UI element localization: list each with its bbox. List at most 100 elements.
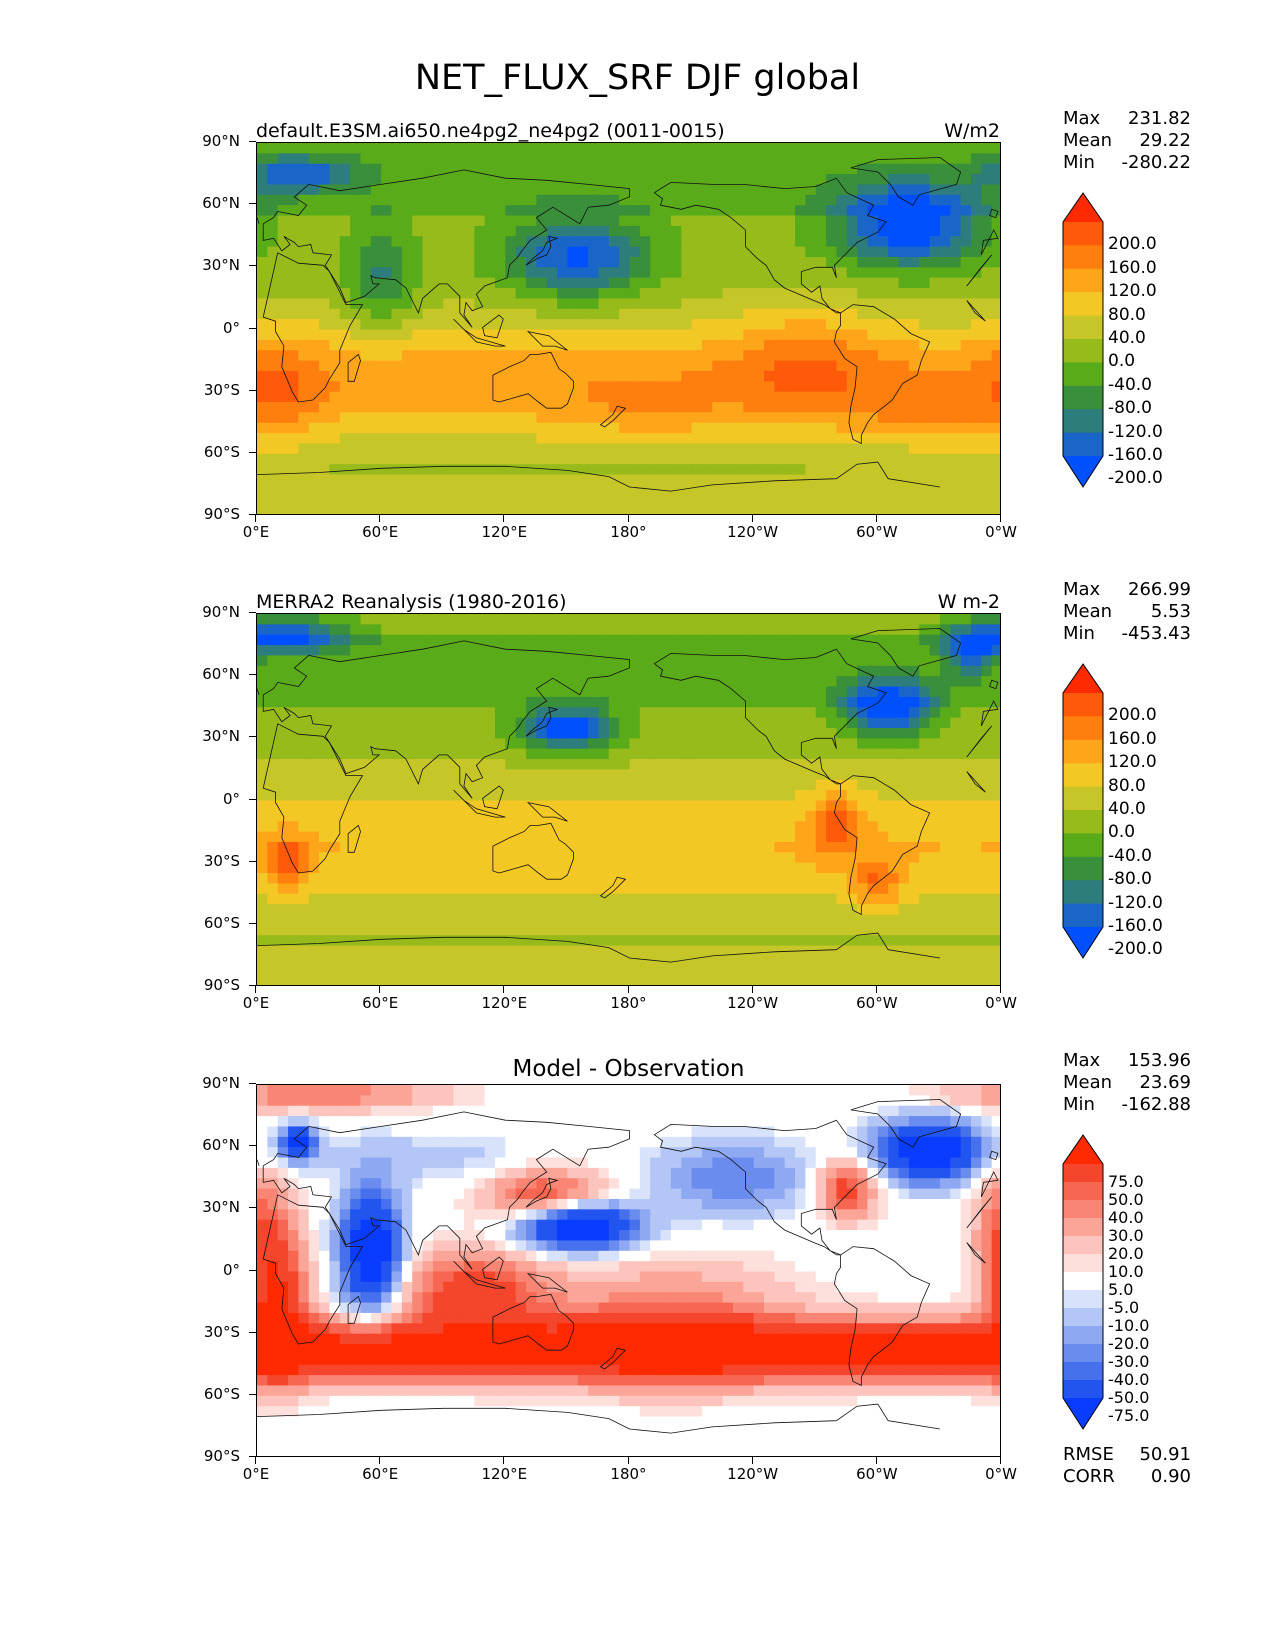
field-cell [515, 277, 527, 289]
field-cell [577, 717, 589, 729]
field-cell [319, 484, 331, 496]
field-cell [381, 779, 393, 791]
field-cell [660, 412, 672, 424]
field-cell [857, 360, 869, 372]
field-cell [474, 163, 486, 175]
field-cell [764, 779, 775, 791]
field-cell [484, 759, 496, 771]
field-cell [381, 153, 393, 165]
field-cell [950, 225, 962, 237]
field-cell [588, 738, 600, 750]
field-cell [857, 696, 869, 708]
field-cell [857, 267, 869, 279]
field-cell [639, 422, 651, 434]
field-cell [743, 194, 755, 206]
field-cell [795, 391, 807, 403]
field-cell [712, 308, 724, 320]
field-cell [308, 810, 320, 822]
field-cell [474, 495, 486, 507]
field-cell [360, 707, 372, 719]
field-cell [422, 298, 434, 310]
field-cell [422, 443, 434, 455]
field-cell [701, 381, 713, 393]
field-cell [577, 748, 589, 760]
field-cell [494, 935, 506, 947]
field-cell [577, 360, 589, 372]
field-cell [463, 370, 475, 382]
field-cell [484, 153, 496, 165]
field-cell [598, 205, 610, 217]
field-cell [722, 391, 734, 403]
field-cell [857, 759, 869, 771]
field-cell [339, 634, 351, 646]
field-cell [422, 841, 434, 853]
field-cell [453, 727, 465, 739]
field-cell [443, 873, 455, 884]
field-cell [288, 412, 299, 424]
field-cell [567, 402, 579, 413]
field-cell [577, 163, 589, 175]
field-cell [267, 769, 279, 781]
field-cell [319, 267, 331, 279]
colorbar-swatch [1063, 385, 1103, 410]
field-cell [494, 256, 506, 268]
field-cell [929, 174, 941, 186]
field-cell [267, 360, 279, 372]
field-cell [660, 329, 672, 341]
field-cell [991, 727, 1000, 739]
field-cell [795, 464, 807, 476]
field-cell [867, 308, 879, 320]
field-cell [712, 665, 724, 677]
field-cell [629, 841, 641, 853]
field-cell [598, 748, 610, 760]
field-cell [877, 924, 889, 936]
field-cell [515, 696, 527, 708]
field-cell [588, 779, 600, 791]
field-cell [846, 790, 858, 802]
field-cell [991, 800, 1000, 812]
field-cell [319, 821, 331, 833]
field-cell [908, 873, 920, 884]
field-cell [857, 225, 869, 237]
field-cell [629, 727, 641, 739]
field-cell [836, 696, 848, 708]
field-cell [588, 194, 600, 206]
field-cell [960, 769, 972, 781]
field-cell [350, 402, 362, 413]
field-cell [515, 298, 527, 310]
field-cell [919, 256, 931, 268]
field-cell [908, 738, 920, 750]
field-cell [815, 474, 827, 486]
field-cell [950, 453, 962, 465]
field-cell [639, 883, 651, 895]
field-cell [784, 308, 796, 320]
field-cell [701, 277, 713, 289]
field-cell [919, 852, 931, 864]
field-cell [753, 163, 765, 175]
field-cell [453, 464, 465, 476]
field-cell [826, 215, 838, 227]
field-cell [970, 360, 982, 372]
field-cell [701, 194, 713, 206]
field-cell [298, 790, 310, 802]
field-cell [360, 246, 372, 258]
field-cell [588, 184, 600, 196]
field-cell [598, 769, 610, 781]
field-cell [877, 153, 889, 165]
field-cell [970, 391, 982, 403]
field-cell [950, 738, 962, 750]
field-cell [619, 246, 631, 258]
field-cell [732, 665, 744, 677]
field-cell [805, 495, 817, 507]
panel-title-left: MERRA2 Reanalysis (1980-2016) [256, 591, 567, 613]
field-cell [308, 174, 320, 186]
field-cell [836, 391, 848, 403]
field-cell [432, 194, 444, 206]
field-cell [857, 215, 869, 227]
field-cell [908, 277, 920, 289]
field-cell [515, 381, 527, 393]
field-cell [857, 935, 869, 947]
field-cell [732, 205, 744, 217]
field-cell [753, 464, 765, 476]
field-cell [257, 841, 268, 853]
